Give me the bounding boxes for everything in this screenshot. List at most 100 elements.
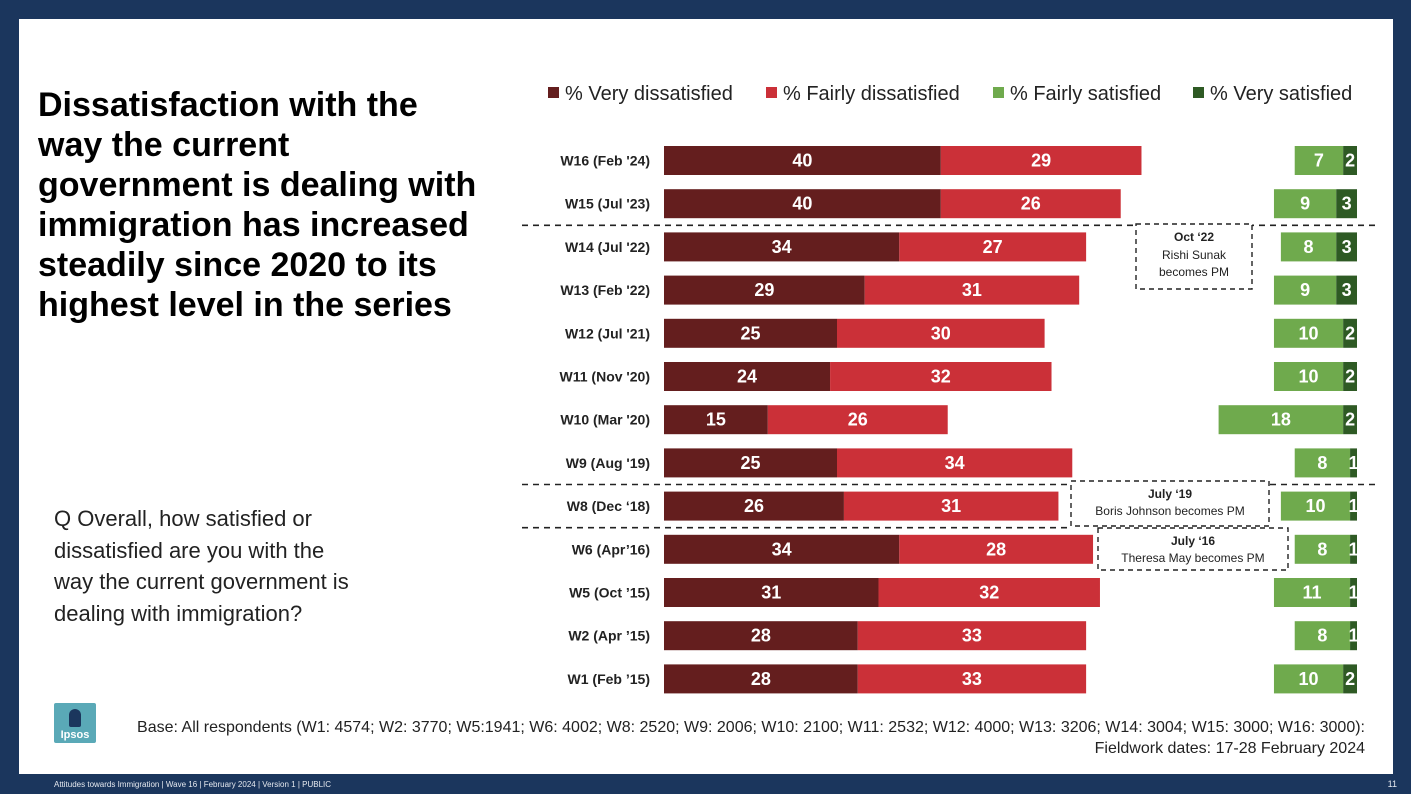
bar-segment [899,534,1094,564]
data-label: 28 [986,539,1006,559]
base-note: Base: All respondents (W1: 4574; W2: 377… [115,717,1365,759]
data-label: 2 [1345,367,1355,387]
bar-segment [767,405,948,435]
bar-segment [1343,318,1357,348]
data-label: 9 [1300,194,1310,214]
survey-question: Q Overall, how satisfied or dissatisfied… [54,506,349,626]
base-note-line1: Base: All respondents (W1: 4574; W2: 377… [137,719,1365,736]
slide-title: Dissatisfaction with the way the current… [38,86,477,324]
bar-segment [664,491,844,521]
bar-segment [1336,189,1357,219]
category-label: W8 (Dec ‘18) [567,498,650,514]
data-label: 18 [1271,410,1291,430]
data-label: 31 [962,280,982,300]
data-label: 30 [931,323,951,343]
data-label: 10 [1299,669,1319,689]
annotation-title: Oct ‘22 [1174,230,1214,244]
bar-segment [857,621,1087,651]
bar-segment [664,362,831,391]
data-label: 2 [1345,669,1355,689]
data-label: 2 [1345,151,1355,171]
category-label: W13 (Feb '22) [560,282,650,298]
bar-segment [664,146,941,175]
data-label: 8 [1317,626,1327,646]
logo-text: Ipsos [60,729,90,741]
data-label: 8 [1304,237,1314,257]
data-label: 8 [1317,453,1327,473]
bar-segment [664,405,768,435]
data-label: 31 [941,496,961,516]
annotation-box [1135,223,1253,290]
data-label: 34 [772,237,792,257]
data-label: 10 [1299,367,1319,387]
legend-label: % Fairly satisfied [1010,83,1161,105]
data-label: 10 [1305,496,1325,516]
bar-segment [664,534,900,564]
annotation-box [1097,527,1289,571]
bar-segment [664,275,865,305]
bar-segment [1343,146,1357,175]
bar-segment [940,146,1142,175]
bar-segment [1350,578,1357,607]
bar-segment [1343,362,1357,391]
data-label: 29 [754,280,774,300]
data-label: 8 [1317,539,1327,559]
bar-segment [1273,362,1344,391]
data-label: 1 [1349,496,1359,516]
legend-swatch [1193,87,1204,98]
data-label: 32 [931,367,951,387]
bar-segment [1273,318,1344,348]
data-label: 9 [1300,280,1310,300]
bar-segment [1273,664,1344,694]
bar-segment [1218,405,1344,435]
bar-segment [1350,491,1357,521]
category-label: W14 (Jul '22) [565,239,650,255]
category-label: W15 (Jul '23) [565,196,650,212]
data-label: 26 [744,496,764,516]
data-label: 1 [1349,626,1359,646]
data-label: 3 [1342,194,1352,214]
category-label: W12 (Jul '21) [565,325,650,341]
bar-segment [899,232,1087,262]
annotation-text: Boris Johnson becomes PM [1095,504,1244,518]
bar-segment [1273,189,1337,219]
bar-segment [1336,275,1357,305]
data-label: 25 [740,453,760,473]
data-label: 27 [983,237,1003,257]
ipsos-logo: Ipsos [54,703,96,743]
annotation-text: Rishi Sunak becomes PM [1159,248,1229,279]
data-label: 24 [737,367,757,387]
data-label: 40 [792,194,812,214]
bar-segment [1343,664,1357,694]
data-label: 11 [1303,583,1322,603]
data-label: 25 [740,323,760,343]
annotation-box [1070,480,1270,527]
logo-mark-icon [69,709,81,727]
data-label: 26 [848,410,868,430]
bar-segment [864,275,1080,305]
data-label: 26 [1021,194,1041,214]
bar-segment [843,491,1059,521]
legend-label: % Very satisfied [1210,83,1352,105]
bar-segment [1350,448,1357,478]
legend-label: % Fairly dissatisfied [783,83,960,105]
page-number: 11 [1387,779,1397,789]
annotation-text: Theresa May becomes PM [1121,551,1264,565]
data-label: 40 [792,151,812,171]
bar-segment [940,189,1121,219]
bar-segment [1273,275,1337,305]
legend-swatch [548,87,559,98]
data-label: 3 [1342,280,1352,300]
category-label: W16 (Feb '24) [560,153,650,169]
data-label: 34 [945,453,965,473]
data-label: 31 [761,583,781,603]
bar-segment [830,362,1052,391]
bar-segment [1280,491,1351,521]
bar-segment [664,578,879,607]
bar-segment [664,664,858,694]
category-label: W5 (Oct ’15) [569,585,650,601]
bar-segment [1350,534,1357,564]
bar-segment [1294,146,1344,175]
data-label: 1 [1349,583,1359,603]
